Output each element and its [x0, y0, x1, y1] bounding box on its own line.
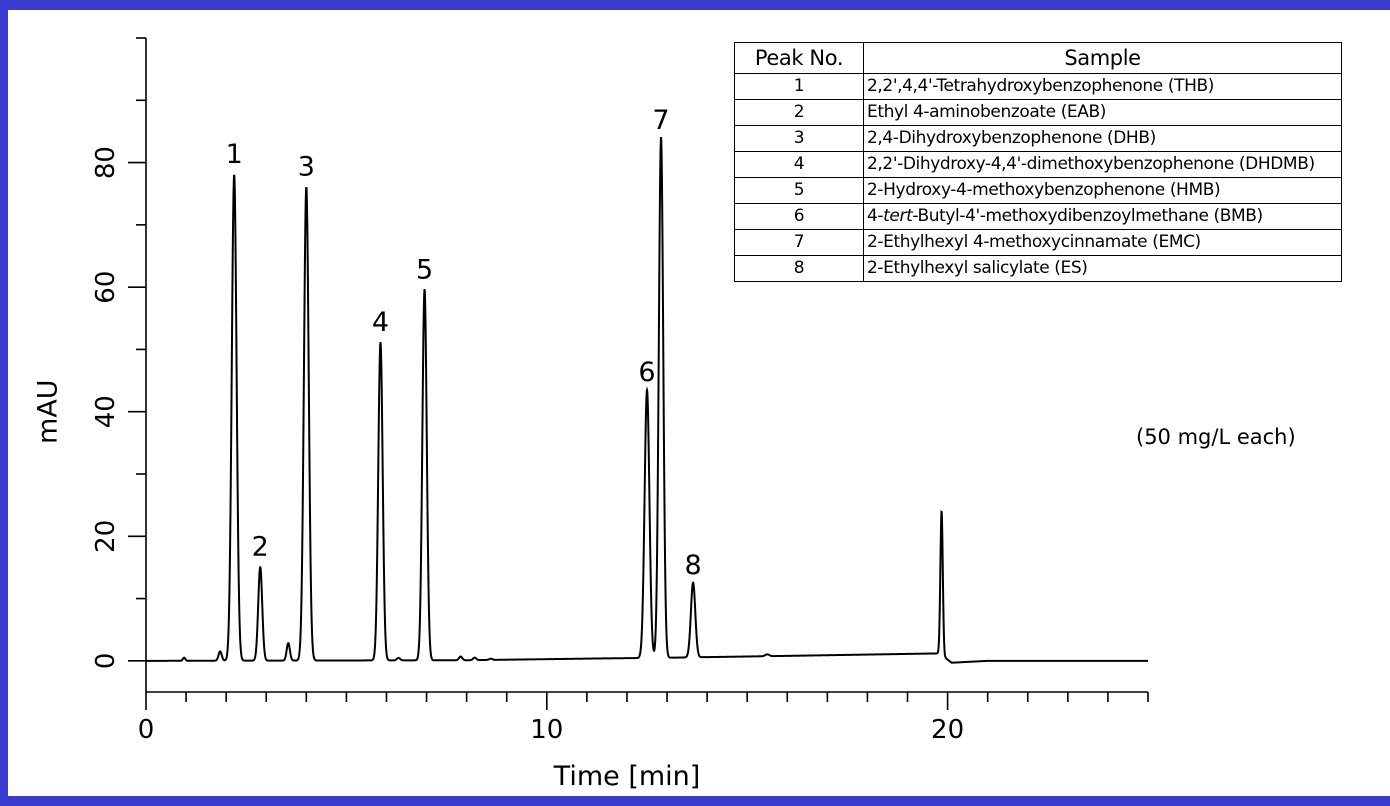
- legend-row: 3 2,4-Dihydroxybenzophenone (DHB): [734, 125, 1342, 152]
- legend-row: 6 4-tert-Butyl-4'-methoxydibenzoylmethane…: [734, 203, 1342, 230]
- peak-label-8: 8: [684, 550, 701, 581]
- legend-sample-name: 2-Hydroxy-4-methoxybenzophenone (HMB): [863, 177, 1342, 204]
- legend-peak-no: 7: [734, 229, 864, 256]
- y-tick-label: 60: [91, 271, 121, 304]
- peak-legend-table: Peak No. Sample 1 2,2',4,4'-Tetrahydroxyb…: [734, 42, 1342, 282]
- legend-header-peak-no: Peak No.: [734, 42, 864, 74]
- legend-header-row: Peak No. Sample: [734, 42, 1342, 74]
- legend-sample-name: 4-tert-Butyl-4'-methoxydibenzoylmethane …: [863, 203, 1342, 230]
- legend-sample-name: 2-Ethylhexyl 4-methoxycinnamate (EMC): [863, 229, 1342, 256]
- peak-label-2: 2: [252, 531, 269, 562]
- legend-header-sample: Sample: [863, 42, 1342, 74]
- legend-row: 8 2-Ethylhexyl salicylate (ES): [734, 255, 1342, 282]
- legend-sample-name: 2,2',4,4'-Tetrahydroxybenzophenone (THB): [863, 73, 1342, 100]
- peak-label-4: 4: [372, 307, 389, 338]
- legend-sample-name: 2,4-Dihydroxybenzophenone (DHB): [863, 125, 1342, 152]
- legend-row: 1 2,2',4,4'-Tetrahydroxybenzophenone (THB…: [734, 73, 1342, 100]
- peak-label-5: 5: [416, 254, 433, 285]
- legend-peak-no: 1: [734, 73, 864, 100]
- peak-label-1: 1: [226, 139, 243, 170]
- legend-sample-name: 2,2'-Dihydroxy-4,4'-dimethoxybenzophenon…: [863, 151, 1342, 178]
- peak-label-3: 3: [298, 151, 315, 182]
- chromatogram-trace: [146, 137, 1148, 664]
- y-axis-label: mAU: [33, 379, 64, 444]
- y-tick-label: 80: [91, 146, 121, 179]
- concentration-note: (50 mg/L each): [1136, 425, 1296, 449]
- y-tick-label: 0: [91, 653, 121, 670]
- x-tick-label: 20: [931, 715, 964, 745]
- legend-sample-italic: tert: [883, 206, 913, 226]
- legend-row: 5 2-Hydroxy-4-methoxybenzophenone (HMB): [734, 177, 1342, 204]
- x-axis-label: Time [min]: [553, 761, 701, 792]
- y-tick-label: 40: [91, 395, 121, 428]
- legend-peak-no: 6: [734, 203, 864, 230]
- legend-sample-name: Ethyl 4-aminobenzoate (EAB): [863, 99, 1342, 126]
- peak-label-7: 7: [652, 105, 669, 136]
- peak-label-6: 6: [638, 357, 655, 388]
- legend-sample-name: 2-Ethylhexyl salicylate (ES): [863, 255, 1342, 282]
- legend-peak-no: 3: [734, 125, 864, 152]
- legend-row: 7 2-Ethylhexyl 4-methoxycinnamate (EMC): [734, 229, 1342, 256]
- legend-peak-no: 4: [734, 151, 864, 178]
- legend-peak-no: 8: [734, 255, 864, 282]
- legend-row: 4 2,2'-Dihydroxy-4,4'-dimethoxybenzopheno…: [734, 151, 1342, 178]
- legend-peak-no: 5: [734, 177, 864, 204]
- x-tick-label: 10: [530, 715, 563, 745]
- x-tick-label: 0: [138, 715, 155, 745]
- legend-row: 2 Ethyl 4-aminobenzoate (EAB): [734, 99, 1342, 126]
- legend-peak-no: 2: [734, 99, 864, 126]
- y-tick-label: 20: [91, 520, 121, 553]
